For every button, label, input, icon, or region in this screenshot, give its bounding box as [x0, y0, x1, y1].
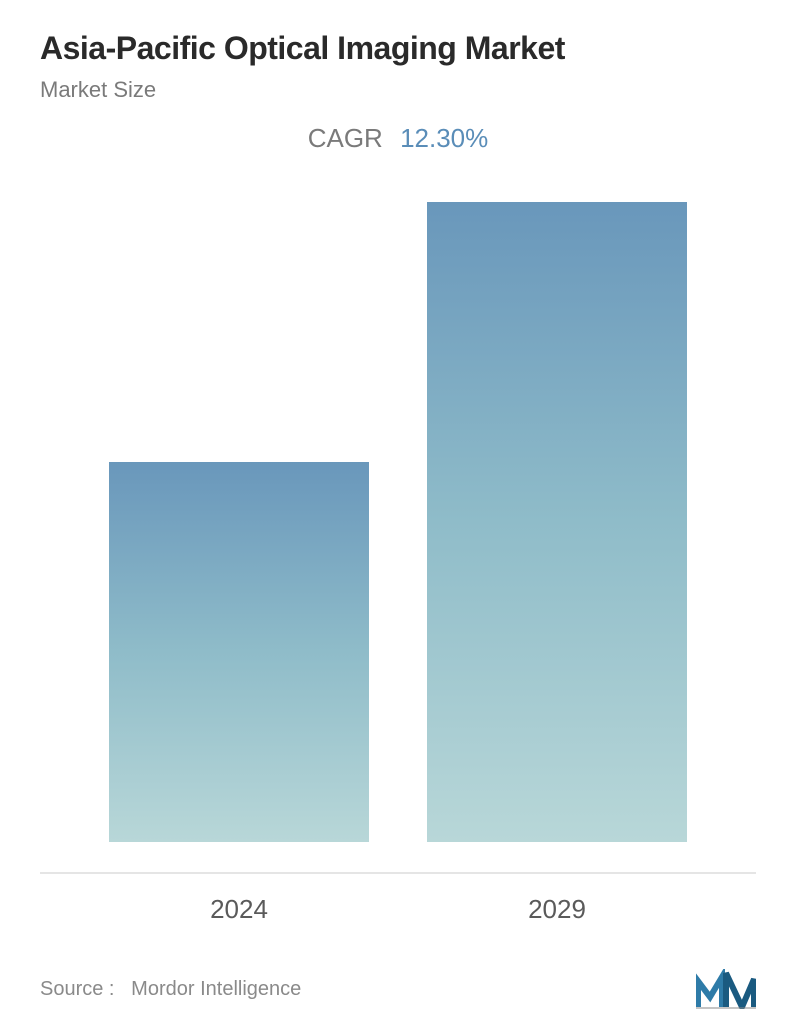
chart-footer: Source : Mordor Intelligence [40, 969, 756, 1009]
bar-wrapper-1 [427, 202, 687, 842]
cagr-row: CAGR 12.30% [40, 123, 756, 154]
x-label-1: 2029 [427, 894, 687, 925]
brand-logo-icon [696, 969, 756, 1009]
x-label-0: 2024 [109, 894, 369, 925]
chart-subtitle: Market Size [40, 77, 756, 103]
cagr-label: CAGR [308, 123, 383, 153]
source-attribution: Source : Mordor Intelligence [40, 978, 301, 1001]
source-label: Source : [40, 978, 114, 1000]
x-axis-labels: 2024 2029 [40, 874, 756, 925]
source-name: Mordor Intelligence [131, 978, 301, 1000]
bar-0 [109, 462, 369, 842]
bar-wrapper-0 [109, 462, 369, 842]
bar-chart [40, 194, 756, 874]
chart-title: Asia-Pacific Optical Imaging Market [40, 30, 756, 67]
cagr-value: 12.30% [400, 123, 488, 153]
bar-1 [427, 202, 687, 842]
